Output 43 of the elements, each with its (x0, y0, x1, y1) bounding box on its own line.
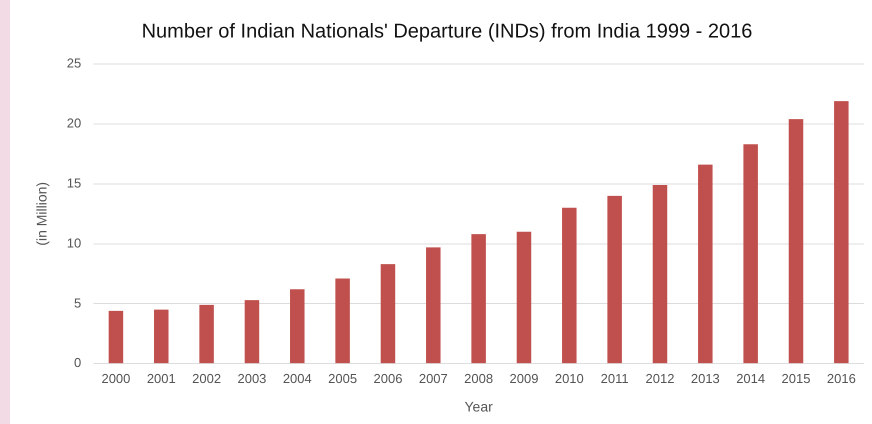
x-tick-label: 2000 (101, 370, 130, 386)
x-tick-label: 2002 (192, 370, 222, 386)
bar (426, 247, 441, 364)
chart-title: Number of Indian Nationals' Departure (INDs) from India 1999 - 2016 (142, 20, 752, 43)
x-tick-label: 2009 (510, 370, 538, 386)
bar (108, 310, 124, 364)
bar (290, 289, 305, 364)
x-tick-label: 2014 (736, 370, 766, 386)
bar (199, 304, 214, 364)
bar (244, 300, 260, 364)
y-axis-title: (in Million) (33, 182, 50, 246)
x-tick-label: 2015 (782, 370, 810, 386)
bar (471, 234, 486, 364)
bar (607, 196, 622, 364)
x-tick-label: 2005 (328, 370, 358, 386)
y-tick-label: 25 (66, 56, 82, 71)
x-tick-label: 2010 (554, 370, 584, 386)
x-tick-label: 2006 (373, 370, 402, 386)
bar (154, 310, 169, 364)
y-tick-label: 15 (66, 175, 82, 190)
bar (788, 119, 804, 364)
bar (562, 208, 577, 364)
bar (652, 185, 668, 364)
bar (743, 144, 758, 364)
y-tick-label: 10 (66, 235, 82, 250)
x-tick-label: 2003 (237, 370, 266, 386)
x-tick-label: 2004 (282, 370, 312, 386)
y-tick-label: 5 (74, 295, 82, 310)
bar (380, 264, 396, 364)
y-tick-label: 0 (74, 355, 82, 370)
x-tick-label: 2007 (418, 370, 448, 386)
y-tick-label: 20 (66, 116, 82, 130)
bar (516, 232, 532, 364)
bar (698, 164, 713, 364)
x-tick-label: 2008 (464, 370, 494, 386)
x-tick-label: 2013 (690, 370, 720, 386)
bar (834, 101, 849, 364)
bar (335, 278, 350, 364)
x-axis-title: Year (464, 398, 494, 414)
x-tick-label: 2016 (826, 370, 856, 386)
x-tick-label: 2011 (600, 370, 629, 386)
x-tick-label: 2001 (146, 370, 176, 386)
x-tick-label: 2012 (646, 370, 674, 386)
